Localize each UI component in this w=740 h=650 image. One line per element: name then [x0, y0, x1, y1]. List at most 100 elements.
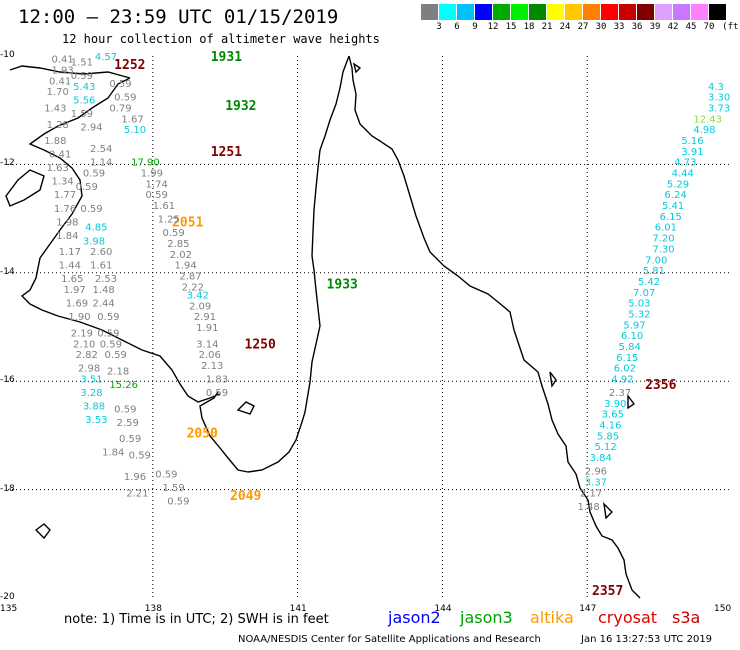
wave-height-value: 4.16 — [599, 421, 621, 432]
lon-tick-label: 135 — [0, 604, 18, 614]
scale-swatch — [547, 4, 564, 20]
wave-height-value: 6.15 — [660, 212, 682, 223]
wave-height-value: 6.15 — [616, 353, 638, 364]
wave-height-value: 2.06 — [199, 350, 221, 361]
track-id-label: 1250 — [245, 337, 276, 352]
wave-height-value: 3.90 — [604, 399, 626, 410]
wave-height-value: 5.29 — [667, 179, 689, 190]
lon-tick-label: 144 — [434, 604, 452, 614]
lat-tick-label: -16 — [0, 375, 15, 386]
wave-height-value: 1.44 — [59, 261, 81, 272]
wave-height-value: 17.90 — [131, 158, 160, 169]
wave-height-value: 1.94 — [175, 261, 197, 272]
wave-height-value: 2.53 — [95, 274, 117, 285]
wave-height-value: 3.91 — [681, 147, 703, 158]
wave-height-value: 2.60 — [90, 247, 112, 258]
track-id-label: 2357 — [592, 584, 623, 599]
wave-height-value: 0.59 — [114, 93, 136, 104]
scale-tick-label: 33 — [613, 22, 625, 32]
wave-height-value: 0.59 — [109, 79, 131, 90]
scale-swatch — [421, 4, 438, 20]
wave-height-value: 5.97 — [623, 320, 645, 331]
wave-height-value: 4.73 — [674, 158, 696, 169]
wave-height-value: 6.24 — [664, 190, 686, 201]
wave-height-value: 0.59 — [71, 71, 93, 82]
satellite-legend-altika: altika — [530, 608, 574, 627]
wave-height-value: 0.59 — [80, 204, 102, 215]
groote-island — [5, 169, 45, 207]
wave-height-value: 7.20 — [652, 234, 674, 245]
note-text: note: 1) Time is in UTC; 2) SWH is in fe… — [64, 612, 329, 627]
wave-height-value: 6.10 — [621, 331, 643, 342]
scale-tick-label: 15 — [505, 22, 517, 32]
gulf-east-coastline — [247, 55, 350, 473]
footer-credit: NOAA/NESDIS Center for Satellite Applica… — [238, 634, 541, 645]
wave-height-value: 0.59 — [114, 404, 136, 415]
wave-height-value: 0.59 — [206, 388, 228, 399]
wave-height-value: 7.07 — [633, 288, 655, 299]
wellesley-island — [236, 401, 255, 415]
wave-height-value: 2.02 — [170, 250, 192, 261]
wave-height-value: 7.00 — [645, 255, 667, 266]
wave-height-value: 4.3 — [708, 82, 724, 93]
wave-height-value: 1.17 — [59, 247, 81, 258]
scale-tick-label: 27 — [577, 22, 589, 32]
scale-swatch — [583, 4, 600, 20]
wave-height-value: 0.59 — [146, 190, 168, 201]
satellite-track-labels: 1252 1931 1932 1251 2051 1933 1250 2050 2049 2356… — [114, 50, 676, 599]
wave-height-value: 3.14 — [196, 339, 218, 350]
wave-height-value: 2.10 — [73, 339, 95, 350]
track-id-label: 1931 — [211, 50, 242, 65]
wave-height-value: 5.56 — [73, 95, 95, 106]
wave-height-value: 2.19 — [71, 328, 93, 339]
scale-tick-label: 12 — [487, 22, 499, 32]
track-id-label: 1932 — [225, 99, 256, 114]
wave-height-value: 0.79 — [109, 103, 131, 114]
wave-height-value: 0.59 — [167, 496, 189, 507]
gulf-south-coastline — [199, 391, 249, 473]
scale-swatch — [601, 4, 618, 20]
scale-swatch — [673, 4, 690, 20]
reef-islet-1 — [352, 62, 362, 74]
wave-height-value: 0.59 — [100, 339, 122, 350]
scale-tick-label: 24 — [559, 22, 571, 32]
wave-height-value: 0.59 — [97, 312, 119, 323]
wave-height-value: 1.96 — [124, 472, 146, 483]
wave-height-value: 1.43 — [44, 103, 66, 114]
track-id-label: 2049 — [230, 489, 261, 504]
wave-height-value: 4.85 — [85, 223, 107, 234]
wave-height-value: 5.12 — [594, 442, 616, 453]
wave-height-value: 4.44 — [672, 169, 694, 180]
wave-height-value: 1.28 — [47, 120, 69, 131]
wave-height-value: 1.88 — [44, 136, 66, 147]
wave-height-value: 0.59 — [162, 228, 184, 239]
track-id-label: 1251 — [211, 145, 242, 160]
scale-tick-label: 3 — [436, 22, 442, 32]
wave-height-value: 1.93 — [51, 66, 73, 77]
wave-height-value: 3.53 — [85, 415, 107, 426]
wave-height-value: 1.70 — [47, 87, 69, 98]
wave-height-value: 3.84 — [590, 453, 612, 464]
wave-height-value: 2.91 — [194, 312, 216, 323]
wave-height-value: 0.41 — [51, 55, 73, 66]
lon-tick-label: 138 — [144, 604, 162, 614]
lat-lon-grid — [8, 56, 732, 598]
wave-height-value: 5.84 — [619, 342, 641, 353]
map-subtitle: 12 hour collection of altimeter wave hei… — [62, 32, 380, 46]
wave-height-value: 4.57 — [95, 52, 117, 63]
reef-islet-2 — [549, 371, 557, 388]
footer-timestamp: Jan 16 13:27:53 UTC 2019 — [581, 634, 713, 645]
wave-height-value: 1.63 — [47, 163, 69, 174]
wave-height-value: 1.76 — [54, 204, 76, 215]
scale-swatch — [457, 4, 474, 20]
wave-height-value: 7.30 — [652, 244, 674, 255]
scale-tick-label: 21 — [541, 22, 553, 32]
wave-height-value: 6.02 — [614, 364, 636, 375]
wave-height-value: 1.61 — [90, 261, 112, 272]
lon-tick-label: 150 — [714, 604, 732, 614]
wave-height-value: 5.85 — [597, 431, 619, 442]
wave-height-value: 1.69 — [66, 299, 88, 310]
map-title: 12:00 – 23:59 UTC 01/15/2019 — [18, 6, 339, 28]
wave-height-value: 5.32 — [628, 309, 650, 320]
